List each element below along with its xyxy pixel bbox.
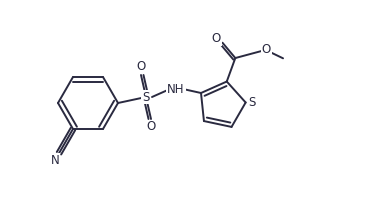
Text: NH: NH	[167, 83, 185, 95]
Text: S: S	[248, 96, 255, 109]
Text: O: O	[137, 61, 146, 73]
Text: N: N	[51, 154, 59, 167]
Text: S: S	[142, 90, 150, 104]
Text: O: O	[262, 43, 271, 56]
Text: NH: NH	[167, 83, 185, 95]
Text: O: O	[212, 32, 221, 45]
Text: O: O	[146, 121, 155, 133]
